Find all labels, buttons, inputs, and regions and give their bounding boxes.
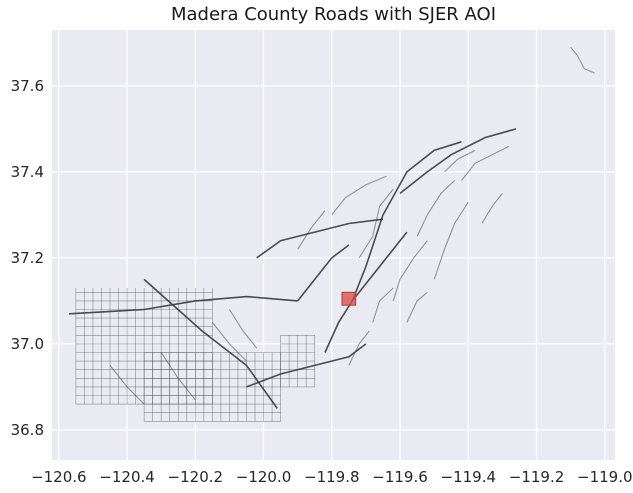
y-tick-label: 36.8	[11, 421, 44, 439]
x-tick-label: −119.2	[509, 468, 565, 486]
x-tick-label: −120.0	[236, 468, 292, 486]
road-network	[69, 46, 595, 422]
y-tick-label: 37.6	[11, 77, 44, 95]
chart-title: Madera County Roads with SJER AOI	[170, 4, 497, 25]
minor-road	[348, 330, 370, 366]
y-tick-label: 37.2	[11, 249, 44, 267]
minor-road	[211, 322, 247, 362]
minor-road	[416, 180, 455, 237]
minor-road	[109, 365, 145, 405]
major-road	[69, 295, 298, 315]
plot-background	[52, 30, 615, 460]
minor-road	[392, 240, 428, 302]
major-road	[351, 231, 408, 302]
minor-road	[433, 201, 469, 280]
x-tick-label: −119.6	[372, 468, 428, 486]
minor-road	[331, 175, 387, 216]
y-axis-ticks: 36.8 37.0 37.2 37.4 37.6	[11, 77, 44, 439]
x-axis-ticks: −120.6 −120.4 −120.2 −120.0 −119.8 −119.6 −119…	[31, 468, 632, 486]
minor-road	[481, 193, 503, 224]
minor-road	[461, 145, 510, 181]
y-tick-label: 37.0	[11, 335, 44, 353]
major-road	[324, 141, 462, 353]
minor-road	[228, 309, 258, 349]
minor-road	[406, 291, 428, 323]
x-tick-label: −119.0	[577, 468, 633, 486]
sjer-aoi-polygon	[341, 291, 357, 306]
minor-road	[358, 188, 394, 259]
x-tick-label: −119.8	[304, 468, 360, 486]
y-tick-label: 37.4	[11, 163, 44, 181]
major-road	[297, 244, 350, 302]
x-tick-label: −120.4	[99, 468, 155, 486]
x-tick-label: −120.6	[31, 468, 87, 486]
minor-road	[297, 210, 326, 250]
major-road	[399, 128, 517, 195]
gridlines	[52, 30, 615, 460]
minor-road	[372, 287, 394, 323]
minor-road	[160, 352, 196, 401]
major-road	[246, 343, 367, 388]
aoi-layer	[341, 291, 357, 306]
minor-road	[570, 46, 595, 74]
x-tick-label: −120.2	[168, 468, 224, 486]
x-tick-label: −119.4	[441, 468, 497, 486]
minor-road	[444, 149, 476, 173]
major-road	[256, 218, 384, 259]
